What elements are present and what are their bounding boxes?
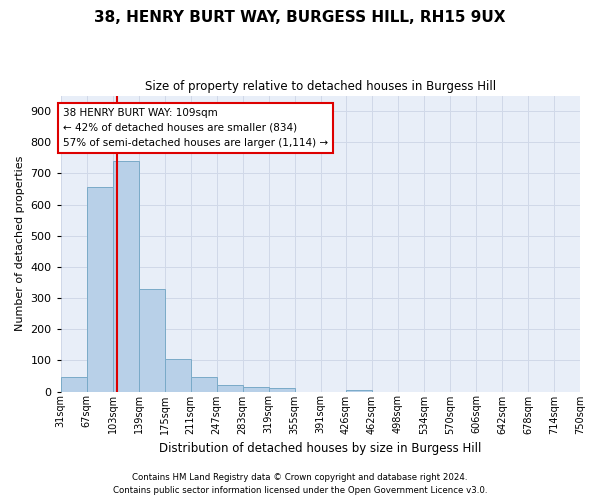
Bar	[165, 359, 191, 392]
Title: Size of property relative to detached houses in Burgess Hill: Size of property relative to detached ho…	[145, 80, 496, 93]
Bar	[346, 390, 372, 392]
Text: Contains HM Land Registry data © Crown copyright and database right 2024.
Contai: Contains HM Land Registry data © Crown c…	[113, 474, 487, 495]
X-axis label: Distribution of detached houses by size in Burgess Hill: Distribution of detached houses by size …	[159, 442, 482, 455]
Bar	[113, 161, 139, 392]
Text: 38 HENRY BURT WAY: 109sqm
← 42% of detached houses are smaller (834)
57% of semi: 38 HENRY BURT WAY: 109sqm ← 42% of detac…	[63, 108, 328, 148]
Bar	[61, 376, 86, 392]
Text: 38, HENRY BURT WAY, BURGESS HILL, RH15 9UX: 38, HENRY BURT WAY, BURGESS HILL, RH15 9…	[94, 10, 506, 25]
Bar	[191, 376, 217, 392]
Y-axis label: Number of detached properties: Number of detached properties	[15, 156, 25, 331]
Bar	[139, 288, 164, 392]
Bar	[87, 188, 113, 392]
Bar	[243, 388, 269, 392]
Bar	[217, 384, 242, 392]
Bar	[269, 388, 295, 392]
